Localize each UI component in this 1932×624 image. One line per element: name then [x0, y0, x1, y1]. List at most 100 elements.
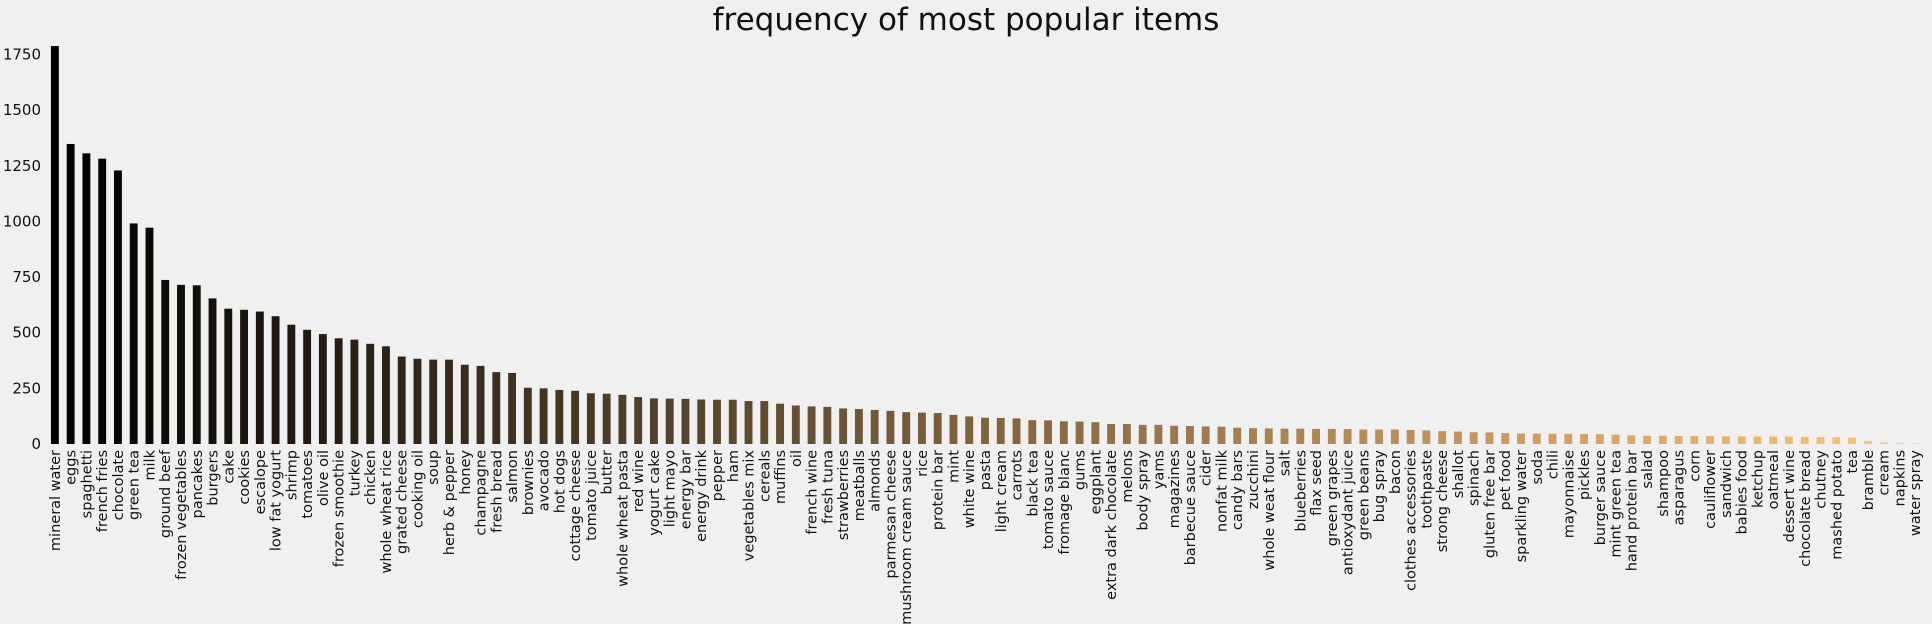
x-tick-label: tomato sauce: [1041, 450, 1057, 549]
x-tick-label: asparagus: [1672, 450, 1688, 525]
x-tick-label: spaghetti: [79, 450, 95, 518]
bar: [1312, 428, 1320, 444]
bar: [1643, 435, 1652, 444]
x-tick-label: bacon: [1388, 450, 1404, 494]
chart-title: frequency of most popular items: [712, 2, 1220, 38]
bar: [776, 403, 784, 444]
x-tick-label: salmon: [505, 450, 521, 503]
bar: [1406, 429, 1415, 444]
bar: [1107, 423, 1116, 444]
bar: [1611, 434, 1620, 444]
bar: [949, 414, 958, 444]
x-tick-label: chocolate bread: [1798, 450, 1814, 567]
x-tick-label: eggs: [64, 450, 80, 485]
bar: [823, 406, 832, 444]
bar: [870, 409, 879, 444]
x-tick-label: whole wheat pasta: [615, 450, 631, 587]
x-tick-label: cottage cheese: [568, 450, 584, 561]
bar: [1674, 435, 1683, 444]
bar: [1217, 426, 1226, 444]
bar: [1264, 428, 1273, 444]
x-tick-label: muffins: [773, 450, 789, 504]
x-tick-label: strong cheese: [1435, 450, 1451, 552]
x-tick-label: milk: [142, 449, 158, 480]
x-tick-label: dessert wine: [1782, 450, 1798, 542]
bar: [933, 413, 942, 444]
x-tick-label: pancakes: [190, 450, 206, 519]
x-tick-label: pet food: [1498, 450, 1514, 510]
y-tick-label: 750: [12, 268, 41, 286]
bar: [508, 373, 516, 444]
x-tick-label: ketchup: [1750, 450, 1766, 508]
bar: [445, 359, 453, 444]
x-tick-label: meatballs: [852, 450, 868, 521]
x-tick-label: eggplant: [1088, 450, 1104, 515]
x-tick-label: tea: [1845, 450, 1861, 474]
bar: [791, 405, 800, 444]
x-tick-label: melons: [1120, 450, 1136, 503]
x-tick-label: barbecue sauce: [1183, 450, 1199, 565]
x-tick-label: nonfat milk: [1214, 449, 1230, 532]
x-tick-label: green tea: [127, 450, 143, 520]
x-tick-label: butter: [600, 450, 616, 495]
bar: [571, 390, 580, 444]
bar: [886, 410, 895, 444]
x-tick-label: fresh bread: [489, 450, 505, 533]
x-tick-label: cake: [221, 450, 237, 484]
x-tick-label: corn: [1687, 450, 1703, 482]
x-tick-label: water spray: [1908, 450, 1924, 537]
bar: [1327, 428, 1336, 444]
bar: [177, 284, 185, 444]
bar: [460, 364, 469, 444]
bar: [1280, 428, 1289, 444]
x-tick-label: napkins: [1892, 450, 1908, 506]
bar: [1154, 424, 1163, 444]
x-tick-label: shallot: [1451, 450, 1467, 499]
bar: [854, 409, 863, 444]
x-tick-label: energy bar: [678, 450, 694, 529]
x-tick-label: herb & pepper: [442, 450, 458, 555]
bar: [1658, 435, 1667, 444]
bar: [287, 324, 296, 444]
bar: [303, 329, 312, 444]
x-tick-label: mashed potato: [1829, 450, 1845, 560]
x-tick-label: babies food: [1735, 450, 1751, 534]
x-tick-label: chocolate: [111, 450, 127, 520]
x-tick-label: vegetables mix: [742, 450, 758, 562]
bar: [413, 358, 422, 444]
bar: [66, 143, 75, 444]
x-tick-label: burger sauce: [1593, 450, 1609, 545]
bar: [1091, 422, 1100, 444]
bar: [476, 365, 485, 444]
bar: [586, 393, 595, 444]
bar: [1485, 432, 1494, 444]
bar: [1028, 420, 1037, 444]
bar: [334, 338, 343, 444]
bar: [602, 393, 611, 444]
x-tick-label: parmesan cheese: [883, 450, 899, 579]
bar: [1769, 436, 1778, 444]
bar: [145, 227, 154, 444]
bar: [1690, 435, 1699, 444]
bar: [1737, 436, 1746, 444]
x-tick-label: pepper: [710, 450, 726, 501]
x-tick-label: grated cheese: [395, 450, 411, 554]
bar: [429, 359, 438, 444]
bar: [350, 339, 359, 444]
x-tick-label: hot dogs: [552, 450, 568, 513]
bar: [650, 398, 658, 444]
bar: [1501, 433, 1510, 444]
bar: [192, 285, 201, 444]
x-tick-label: mint green tea: [1609, 450, 1625, 558]
x-tick-label: whole weat flour: [1262, 450, 1278, 571]
x-tick-label: strawberries: [836, 450, 852, 540]
x-tick-label: sandwich: [1719, 450, 1735, 518]
x-tick-label: carrots: [1010, 450, 1026, 500]
bar: [1879, 442, 1888, 444]
x-tick-label: gums: [1073, 450, 1089, 490]
y-tick-label: 1750: [3, 46, 41, 64]
bar: [996, 417, 1005, 444]
bar: [1343, 429, 1352, 444]
x-tick-label: white wine: [962, 450, 978, 528]
